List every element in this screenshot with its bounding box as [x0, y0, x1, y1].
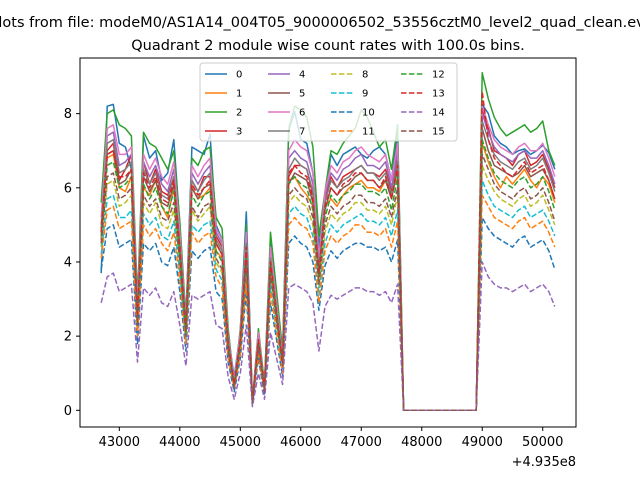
- x-tick-label: 44000: [159, 435, 200, 450]
- x-tick-label: 48000: [401, 435, 442, 450]
- series-line-12: [100, 138, 556, 412]
- x-tick-label: 46000: [280, 435, 321, 450]
- y-axis: 0 2 4 6 8: [64, 107, 80, 419]
- x-axis-offset-label: +4.935e8: [512, 455, 576, 470]
- figure-suptitle: Plots from file: modeM0/AS1A14_004T05_90…: [0, 15, 640, 31]
- x-tick-label: 50000: [522, 435, 563, 450]
- y-tick-label: 6: [64, 181, 72, 196]
- legend-label-0: 0: [236, 70, 242, 81]
- legend-label-11: 11: [362, 127, 375, 138]
- legend-label-13: 13: [432, 89, 445, 100]
- legend-label-9: 9: [362, 89, 368, 100]
- legend-label-6: 6: [299, 108, 305, 119]
- x-tick-label: 47000: [341, 435, 382, 450]
- x-tick-label: 45000: [220, 435, 261, 450]
- x-tick-label: 43000: [99, 435, 140, 450]
- series-lines: [100, 72, 556, 412]
- legend-label-14: 14: [432, 108, 445, 119]
- x-axis: 43000 44000 45000 46000 47000 48000 49000 50000: [99, 427, 563, 450]
- legend-label-15: 15: [432, 127, 445, 138]
- legend-label-4: 4: [299, 70, 305, 81]
- series-line-15: [100, 153, 556, 412]
- plot-area: 43000 44000 45000 46000 47000 48000 49000 50000…: [64, 57, 577, 470]
- y-tick-label: 4: [64, 255, 72, 270]
- legend-label-5: 5: [299, 89, 305, 100]
- legend-label-8: 8: [362, 70, 368, 81]
- chart-title: Quadrant 2 module wise count rates with …: [131, 38, 525, 54]
- x-tick-label: 49000: [462, 435, 503, 450]
- legend-label-12: 12: [432, 70, 445, 81]
- series-line-14: [100, 261, 556, 412]
- y-tick-label: 2: [64, 330, 72, 345]
- y-tick-label: 0: [64, 404, 72, 419]
- axes-frame: [79, 57, 577, 428]
- legend-label-10: 10: [362, 108, 375, 119]
- legend-label-2: 2: [236, 108, 242, 119]
- legend-label-1: 1: [236, 89, 242, 100]
- legend-label-3: 3: [236, 127, 242, 138]
- legend-box: [199, 62, 458, 142]
- legend-label-7: 7: [299, 127, 305, 138]
- y-tick-label: 8: [64, 107, 72, 122]
